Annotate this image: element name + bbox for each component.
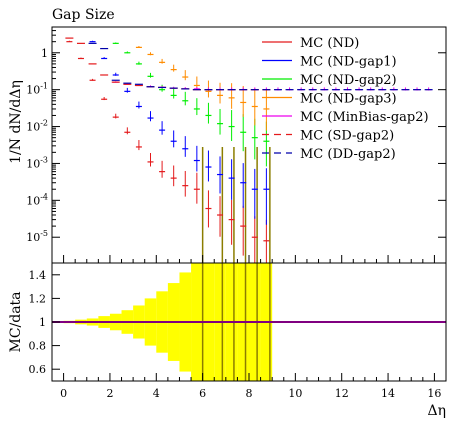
x-tick-label: 12 <box>335 387 349 400</box>
y-tick-label: 10-1 <box>26 82 48 97</box>
legend-label: MC (MinBias-gap2) <box>300 110 429 125</box>
ratio-y-axis-ticks: 0.6 0.8 1 1.2 1.4 <box>29 269 60 376</box>
x-tick-label: 16 <box>427 387 441 400</box>
legend-label: MC (ND) <box>300 36 359 51</box>
ratio-vertical-lines <box>201 147 271 381</box>
y-tick-label: 10-4 <box>26 192 48 207</box>
x-tick-label: 10 <box>288 387 302 400</box>
ratio-y-tick-label: 0.8 <box>29 340 47 353</box>
series-1 <box>89 40 270 225</box>
ratio-y-tick-label: 0.6 <box>29 363 47 376</box>
legend-label: MC (ND-gap1) <box>300 55 397 70</box>
y-tick-label: 10-2 <box>26 119 48 134</box>
x-tick-label: 2 <box>106 387 113 400</box>
main-y-axis-label: 1/N dN/dΔη <box>8 80 24 164</box>
ratio-y-tick-label: 1.2 <box>29 292 47 305</box>
x-tick-label: 0 <box>60 387 67 400</box>
legend-label: MC (ND-gap2) <box>300 73 397 88</box>
x-tick-label: 4 <box>153 387 160 400</box>
legend: MC (ND) MC (ND-gap1) MC (ND-gap2) MC (ND-ga… <box>262 36 429 162</box>
series-5 <box>65 37 271 91</box>
y-tick-label: 10-3 <box>26 155 48 170</box>
x-axis-ticks: 0 2 4 6 8 10 12 14 16 <box>60 255 441 400</box>
ratio-y-tick-label: 1 <box>39 316 46 329</box>
x-axis-label: Δη <box>428 403 447 419</box>
legend-label: MC (DD-gap2) <box>300 147 396 162</box>
series-6 <box>88 42 433 91</box>
series-0 <box>66 40 270 263</box>
ratio-y-axis-label: MC/data <box>8 291 24 352</box>
y-tick-label: 10-5 <box>26 229 48 244</box>
legend-label: MC (SD-gap2) <box>300 129 394 144</box>
x-tick-label: 8 <box>246 387 253 400</box>
chart-title: Gap Size <box>52 7 115 23</box>
x-tick-label: 14 <box>381 387 395 400</box>
main-series-group <box>65 37 433 263</box>
legend-label: MC (ND-gap3) <box>300 92 397 107</box>
ratio-y-tick-label: 1.4 <box>29 269 47 282</box>
x-tick-label: 6 <box>199 387 206 400</box>
series-3 <box>135 46 270 131</box>
y-tick-label: 1 <box>41 47 48 60</box>
